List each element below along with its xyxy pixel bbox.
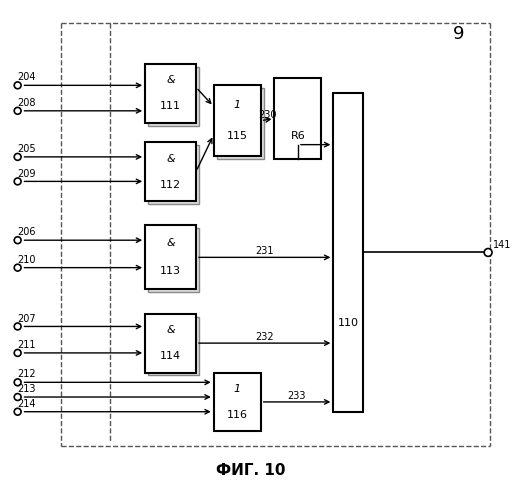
Bar: [214, 86, 261, 156]
Bar: [333, 93, 362, 412]
Bar: [145, 64, 196, 122]
Bar: [217, 88, 264, 159]
Text: 232: 232: [255, 332, 274, 342]
Bar: [274, 78, 322, 159]
Circle shape: [14, 178, 21, 185]
Circle shape: [14, 264, 21, 271]
Text: 211: 211: [17, 340, 36, 350]
Bar: [145, 142, 196, 201]
Circle shape: [14, 323, 21, 330]
Bar: [148, 228, 199, 292]
Text: 214: 214: [17, 399, 36, 409]
Text: 115: 115: [227, 131, 248, 141]
Text: 9: 9: [453, 26, 464, 44]
Text: &: &: [166, 238, 175, 248]
Text: 213: 213: [17, 384, 36, 394]
Text: 209: 209: [17, 168, 36, 178]
Circle shape: [14, 154, 21, 160]
Text: 204: 204: [17, 72, 36, 83]
Circle shape: [484, 248, 492, 256]
Text: 233: 233: [288, 391, 306, 401]
Text: 1: 1: [233, 384, 241, 394]
Text: 210: 210: [17, 255, 36, 265]
Bar: [148, 316, 199, 376]
Text: 111: 111: [160, 101, 181, 111]
Circle shape: [14, 350, 21, 356]
Bar: [148, 66, 199, 126]
Circle shape: [14, 394, 21, 400]
Text: 207: 207: [17, 314, 36, 324]
Circle shape: [14, 82, 21, 89]
Text: &: &: [166, 75, 175, 85]
Text: 208: 208: [17, 98, 36, 108]
Text: 141: 141: [493, 240, 511, 250]
Circle shape: [14, 237, 21, 244]
Bar: [148, 145, 199, 204]
Bar: [145, 314, 196, 372]
Text: &: &: [166, 154, 175, 164]
Circle shape: [14, 408, 21, 415]
Text: &: &: [166, 325, 175, 335]
Circle shape: [14, 379, 21, 386]
Text: ФИГ. 10: ФИГ. 10: [216, 463, 286, 478]
Text: 116: 116: [227, 410, 248, 420]
Text: 206: 206: [17, 228, 36, 237]
Text: 113: 113: [160, 266, 181, 276]
Text: 114: 114: [160, 351, 181, 361]
Text: 230: 230: [259, 110, 277, 120]
Bar: [145, 226, 196, 289]
Text: 1: 1: [233, 100, 241, 110]
Text: 205: 205: [17, 144, 36, 154]
Bar: [214, 372, 261, 432]
Text: 110: 110: [337, 318, 358, 328]
Text: 112: 112: [160, 180, 181, 190]
Text: R6: R6: [291, 132, 305, 141]
Circle shape: [14, 108, 21, 114]
Text: 212: 212: [17, 370, 36, 380]
Text: 231: 231: [255, 246, 274, 256]
